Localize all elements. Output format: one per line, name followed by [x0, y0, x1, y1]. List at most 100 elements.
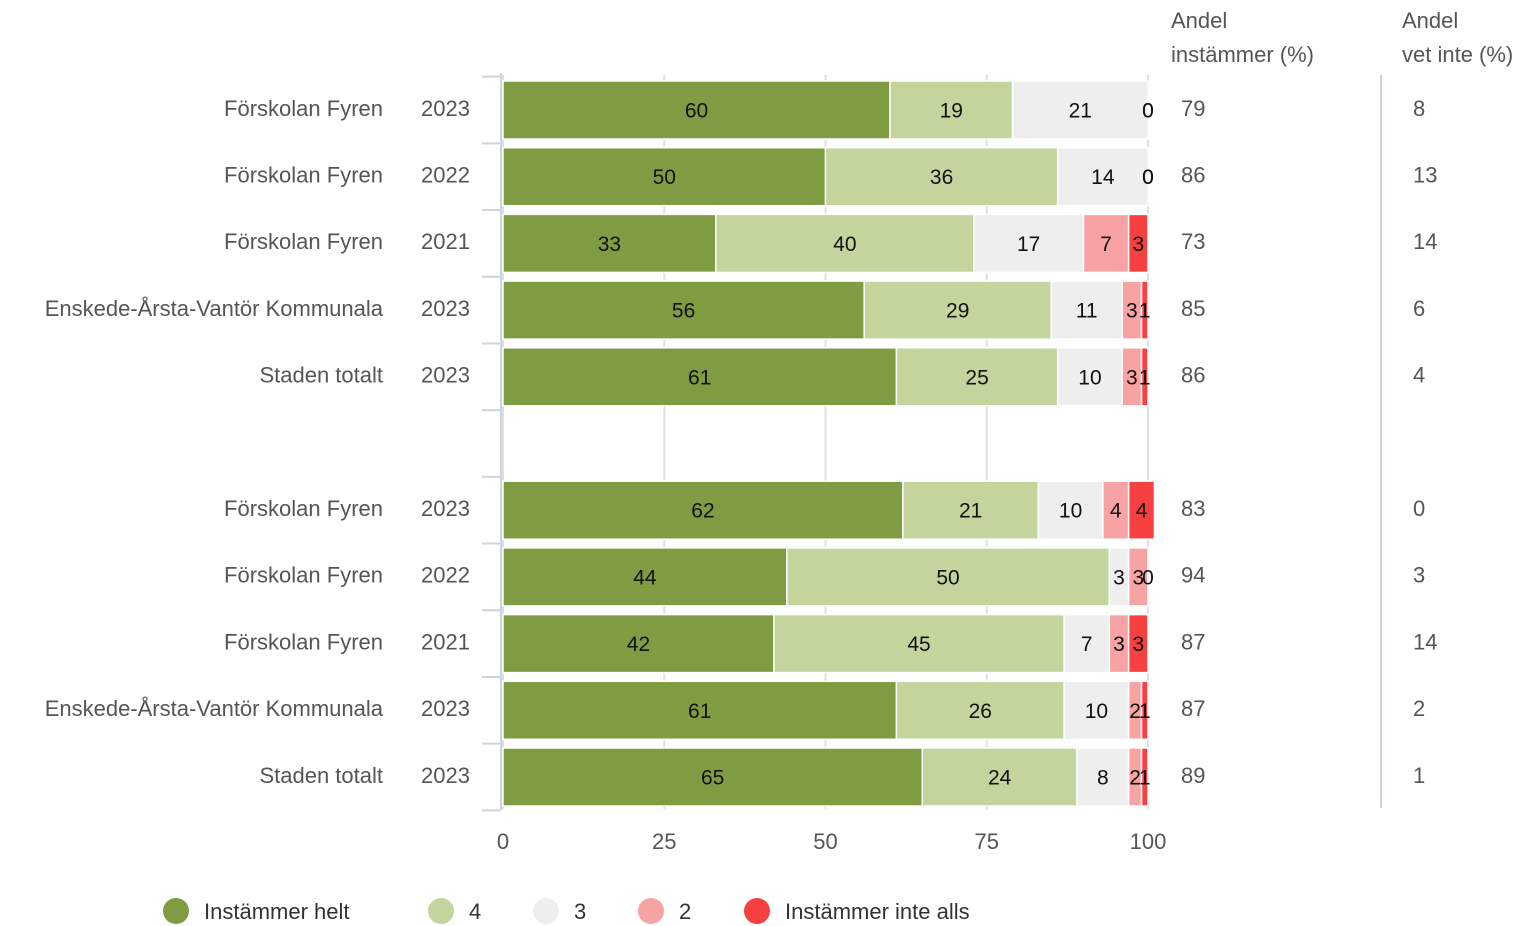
column-value: 79 [1181, 96, 1205, 121]
column-value: 73 [1181, 229, 1205, 254]
category-label: Förskolan Fyren [224, 229, 383, 254]
column-value: 14 [1413, 629, 1437, 654]
data-label: 26 [969, 700, 992, 723]
column-value: 87 [1181, 696, 1205, 721]
category-label: Förskolan Fyren [224, 496, 383, 521]
data-label: 0 [1142, 100, 1154, 123]
data-label: 4 [1110, 500, 1122, 523]
bar-segment [1127, 547, 1149, 607]
data-label: 8 [1097, 767, 1109, 790]
bar-segment [502, 547, 788, 607]
data-label: 21 [1069, 100, 1092, 123]
data-label: 50 [936, 566, 959, 589]
data-label: 33 [598, 233, 621, 256]
bar-segment [502, 280, 865, 340]
bar-segment [773, 613, 1065, 674]
data-label: 56 [672, 300, 695, 323]
bar-segment [889, 80, 1014, 140]
bar-segment [1050, 280, 1123, 340]
bar-segment [715, 213, 975, 274]
bar-segment [502, 680, 898, 741]
bar-segment [1140, 280, 1149, 340]
column-value: 13 [1413, 163, 1437, 188]
year-label: 2023 [421, 296, 470, 321]
bar-segment [921, 747, 1078, 807]
x-tick-label: 50 [813, 829, 837, 854]
category-label: Förskolan Fyren [224, 629, 383, 654]
column-value: 83 [1181, 496, 1205, 521]
bar-segment [824, 146, 1059, 207]
data-label: 24 [988, 767, 1012, 790]
legend-label: Instämmer inte alls [785, 899, 970, 924]
year-label: 2023 [421, 496, 470, 521]
bar-segment [1140, 680, 1149, 741]
year-label: 2023 [421, 96, 470, 121]
legend-swatch [163, 898, 189, 924]
bar-segment [502, 613, 775, 674]
data-label: 1 [1139, 366, 1151, 389]
category-label: Staden totalt [259, 763, 383, 788]
bar-segment [502, 747, 923, 807]
year-label: 2022 [421, 163, 470, 188]
data-label: 4 [1136, 500, 1148, 523]
category-label: Förskolan Fyren [224, 163, 383, 188]
column-value: 3 [1413, 563, 1425, 588]
column-value: 1 [1413, 763, 1425, 788]
data-label: 0 [1142, 166, 1154, 189]
legend-label: Instämmer helt [204, 899, 350, 924]
data-label: 10 [1078, 366, 1101, 389]
data-label: 14 [1091, 166, 1115, 189]
data-label: 2 [1129, 767, 1141, 790]
category-label: Staden totalt [259, 363, 383, 388]
column-value: 0 [1413, 496, 1425, 521]
year-label: 2023 [421, 696, 470, 721]
column-value: 2 [1413, 696, 1425, 721]
bar-segment [502, 80, 891, 140]
data-label: 1 [1139, 300, 1151, 323]
bar-segment [895, 680, 1065, 741]
bar-segment [1102, 480, 1130, 540]
bar-segment [786, 547, 1111, 607]
bar-segment [973, 213, 1085, 274]
data-label: 0 [1142, 100, 1154, 123]
legend-swatch [533, 898, 559, 924]
column-value: 8 [1413, 96, 1425, 121]
category-label: Förskolan Fyren [224, 96, 383, 121]
bar-segment [1127, 213, 1149, 274]
bar-segment [502, 347, 898, 407]
x-tick-label: 25 [652, 829, 676, 854]
bar-segment [1082, 213, 1130, 274]
data-label: 62 [691, 500, 714, 523]
data-label: 61 [688, 700, 711, 723]
data-label: 50 [653, 166, 676, 189]
data-label: 36 [930, 166, 953, 189]
legend-label: 3 [574, 899, 586, 924]
bar-segment [1140, 347, 1149, 407]
column-header: Andel [1402, 8, 1458, 33]
data-label: 45 [907, 633, 930, 656]
column-value: 85 [1181, 296, 1205, 321]
bar-segment [1011, 80, 1149, 140]
data-label: 0 [1142, 166, 1154, 189]
data-label: 3 [1132, 233, 1144, 256]
data-label: 61 [688, 366, 711, 389]
data-label: 2 [1129, 700, 1141, 723]
column-header: Andel [1171, 8, 1227, 33]
data-label: 3 [1126, 366, 1138, 389]
category-label: Enskede-Årsta-Vantör Kommunala [45, 696, 384, 721]
category-label: Förskolan Fyren [224, 563, 383, 588]
bar-segment [895, 347, 1059, 407]
bar-segment [1063, 613, 1111, 674]
data-label: 3 [1113, 566, 1125, 589]
column-value: 94 [1181, 563, 1205, 588]
year-label: 2022 [421, 563, 470, 588]
legend-swatch [638, 898, 664, 924]
legend-label: 2 [679, 899, 691, 924]
data-label: 3 [1126, 300, 1138, 323]
column-header: instämmer (%) [1171, 42, 1314, 67]
legend-swatch [428, 898, 454, 924]
data-label: 11 [1076, 300, 1098, 323]
year-label: 2023 [421, 363, 470, 388]
